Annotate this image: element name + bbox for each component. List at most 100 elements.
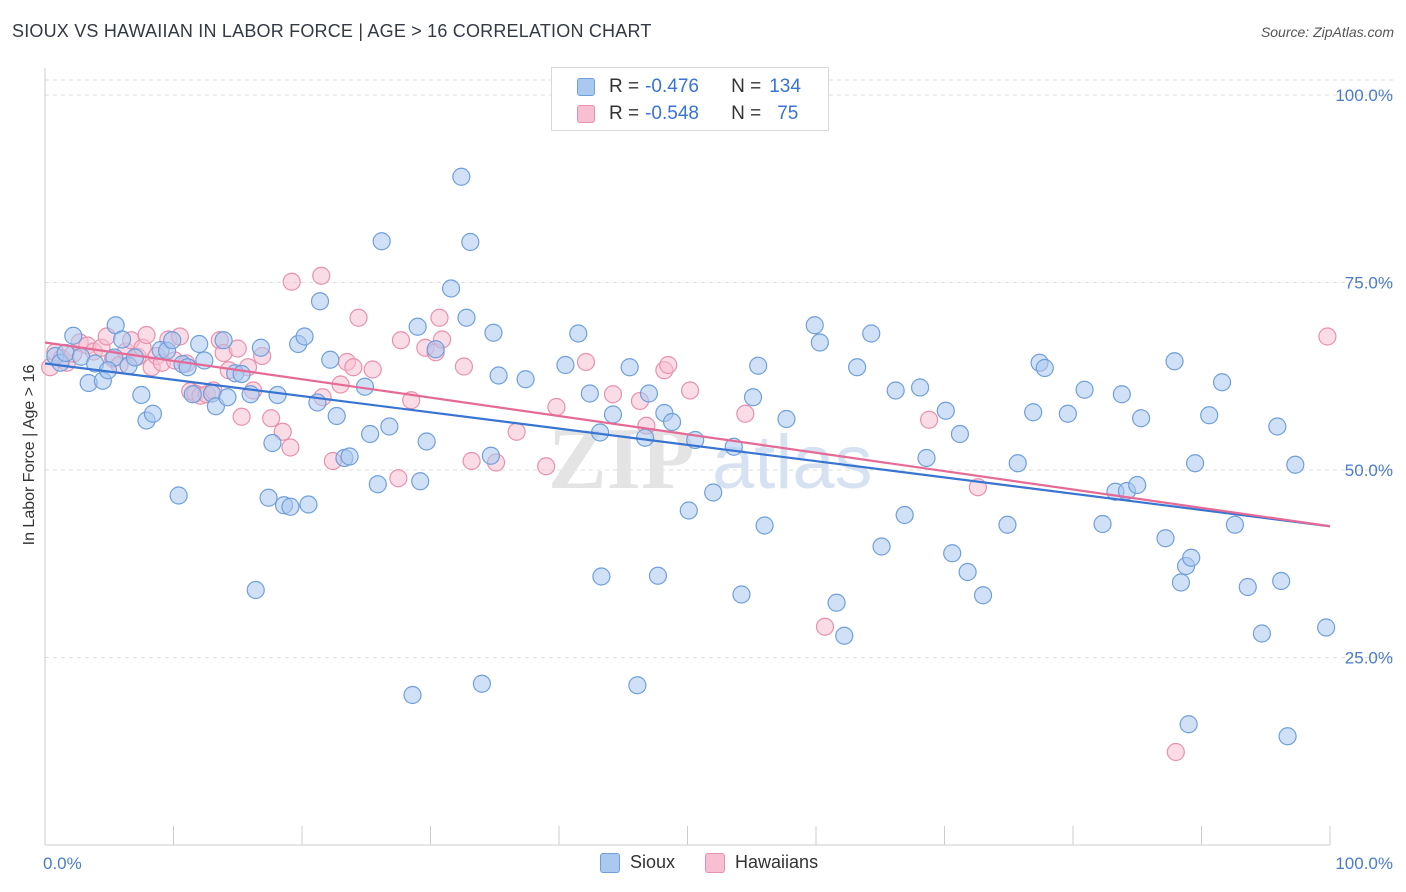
sioux-point	[950, 424, 970, 444]
sioux-point	[1268, 417, 1287, 436]
sioux-point	[259, 488, 278, 507]
sioux-point	[183, 385, 202, 404]
sioux-point	[372, 232, 391, 251]
sioux-point	[251, 338, 270, 357]
sioux-point	[380, 417, 399, 436]
sioux-point	[321, 350, 340, 369]
hawaiian-point	[547, 397, 566, 417]
hawaiian-r-value: -0.548	[645, 103, 699, 124]
legend-row-hawaiian: R = -0.548 N = 75	[552, 101, 798, 127]
sioux-point	[481, 446, 500, 465]
sioux-point	[263, 433, 282, 453]
sioux-point	[1156, 529, 1175, 548]
y-tick-label: 50.0%	[1345, 461, 1393, 480]
r-label: R =	[609, 76, 640, 97]
sioux-point	[973, 586, 993, 605]
sioux-point	[125, 348, 145, 367]
sioux-r-value: -0.476	[645, 76, 699, 97]
sioux-point	[472, 674, 491, 693]
sioux-point	[848, 358, 867, 377]
sioux-point	[457, 308, 476, 327]
sioux-point	[1179, 715, 1198, 734]
hawaiians-legend-swatch	[705, 852, 726, 873]
hawaiian-point	[537, 457, 556, 476]
sioux-point	[628, 676, 647, 695]
sioux-point	[408, 317, 427, 336]
hawaiian-point	[736, 404, 755, 423]
sioux-point	[214, 331, 233, 350]
sioux-point	[64, 326, 83, 345]
hawaiian-point	[262, 409, 281, 428]
sioux-point	[246, 580, 265, 600]
sioux-point	[232, 364, 251, 384]
sioux-points	[46, 167, 1336, 746]
hawaiian-point	[680, 381, 700, 400]
watermark-atlas: atlas	[712, 420, 873, 505]
hawaiian-n-value: 75	[777, 103, 799, 124]
hawaiian-point	[273, 422, 292, 441]
sioux-point	[1317, 618, 1336, 637]
series-legend: Sioux Hawaiians	[600, 852, 848, 873]
sioux-point	[679, 501, 698, 520]
sioux-point	[1058, 404, 1077, 423]
sioux-point	[268, 385, 287, 405]
sioux-point	[327, 406, 346, 426]
sioux-point	[361, 424, 380, 444]
sioux-point	[872, 537, 891, 556]
sioux-point	[1238, 577, 1257, 597]
tick-labels: 25.0% 50.0% 75.0% 100.0% 0.0% 100.0%	[43, 86, 1393, 873]
hawaiian-point	[430, 308, 449, 327]
sioux-point	[295, 327, 314, 346]
sioux-point	[998, 515, 1017, 534]
sioux-point	[1252, 624, 1271, 643]
sioux-point	[936, 401, 955, 420]
sioux-point	[704, 483, 723, 502]
sioux-point	[417, 432, 436, 451]
hawaiian-point	[363, 360, 382, 379]
stats-legend: R = -0.476 N = 134 R = -0.548 N = 75	[551, 67, 829, 131]
sioux-point	[1225, 515, 1245, 534]
sioux-point	[755, 516, 774, 535]
legend-item-hawaiians[interactable]: Hawaiians	[705, 852, 818, 873]
hawaiian-swatch	[577, 105, 595, 123]
sioux-point	[403, 685, 422, 705]
hawaiian-point	[228, 339, 247, 358]
sioux-point	[1165, 352, 1184, 371]
x-tick-label: 100.0%	[1335, 854, 1393, 873]
y-axis-label: In Labor Force | Age > 16	[21, 365, 38, 546]
hawaiian-point	[389, 469, 408, 488]
sioux-point	[827, 593, 846, 612]
sioux-point	[1093, 514, 1112, 534]
sioux-point	[620, 358, 639, 377]
hawaiian-point	[137, 325, 156, 345]
sioux-trend-line	[44, 362, 1331, 528]
legend-item-sioux[interactable]: Sioux	[600, 852, 675, 873]
source-label: Source: ZipAtlas.com	[1260, 24, 1394, 40]
y-tick-label: 100.0%	[1335, 86, 1393, 105]
sioux-point	[835, 626, 854, 645]
sioux-point	[112, 330, 132, 349]
axes	[44, 68, 1331, 846]
sioux-point	[958, 562, 977, 582]
sioux-point	[169, 486, 188, 505]
chart-title: SIOUX VS HAWAIIAN IN LABOR FORCE | AGE >…	[12, 21, 652, 41]
sioux-point	[917, 448, 936, 468]
sioux-point	[441, 279, 461, 298]
hawaiian-point	[312, 266, 331, 285]
sioux-point	[1182, 548, 1201, 567]
sioux-point	[749, 356, 768, 375]
hawaiian-point	[454, 357, 474, 376]
sioux-point	[639, 384, 659, 403]
sioux-point	[1200, 406, 1219, 425]
hawaiian-point	[1318, 327, 1337, 346]
sioux-point	[1278, 727, 1297, 746]
sioux-point	[1185, 454, 1205, 473]
sioux-point	[1272, 571, 1291, 591]
sioux-point	[556, 355, 575, 375]
sioux-point	[805, 316, 824, 335]
sioux-point	[489, 366, 508, 385]
sioux-point	[1008, 454, 1027, 473]
x-tick-label: 0.0%	[43, 854, 82, 873]
sioux-point	[743, 388, 763, 407]
